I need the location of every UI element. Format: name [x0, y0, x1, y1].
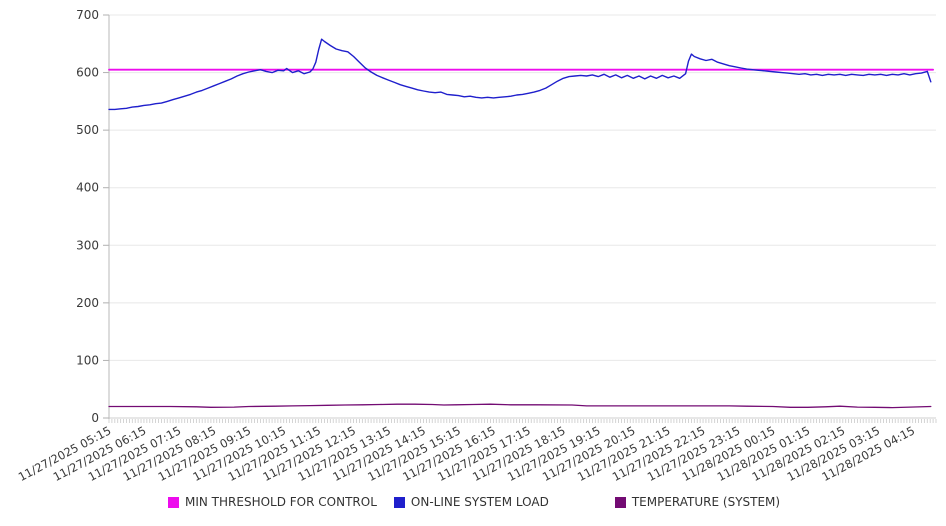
legend-label-min-threshold: MIN THRESHOLD FOR CONTROL	[185, 495, 377, 509]
y-tick-label: 0	[91, 411, 99, 425]
y-tick-label: 400	[76, 181, 99, 195]
series-line-on-line-system-load	[108, 38, 932, 111]
y-tick-label: 500	[76, 123, 99, 137]
y-tick-label: 300	[76, 238, 99, 252]
series-line-temperature-system-	[108, 403, 932, 409]
legend-item-online-system-load[interactable]: ON-LINE SYSTEM LOAD	[393, 495, 549, 509]
legend-label-temperature-system: TEMPERATURE (SYSTEM)	[631, 495, 781, 509]
legend-label-online-system-load: ON-LINE SYSTEM LOAD	[410, 495, 549, 509]
legend: MIN THRESHOLD FOR CONTROL ON-LINE SYSTEM…	[168, 495, 780, 509]
y-tick-label: 100	[76, 353, 99, 367]
y-tick-label: 700	[76, 8, 99, 22]
y-tick-label: 200	[76, 296, 99, 310]
y-tick-label: 600	[76, 66, 99, 80]
legend-swatch-min-threshold-icon	[168, 496, 179, 508]
legend-item-temperature-system[interactable]: TEMPERATURE (SYSTEM)	[614, 495, 781, 509]
legend-swatch-temperature-system-icon	[614, 496, 626, 508]
legend-item-min-threshold[interactable]: MIN THRESHOLD FOR CONTROL	[168, 495, 377, 509]
legend-swatch-online-system-load-icon	[393, 496, 405, 508]
